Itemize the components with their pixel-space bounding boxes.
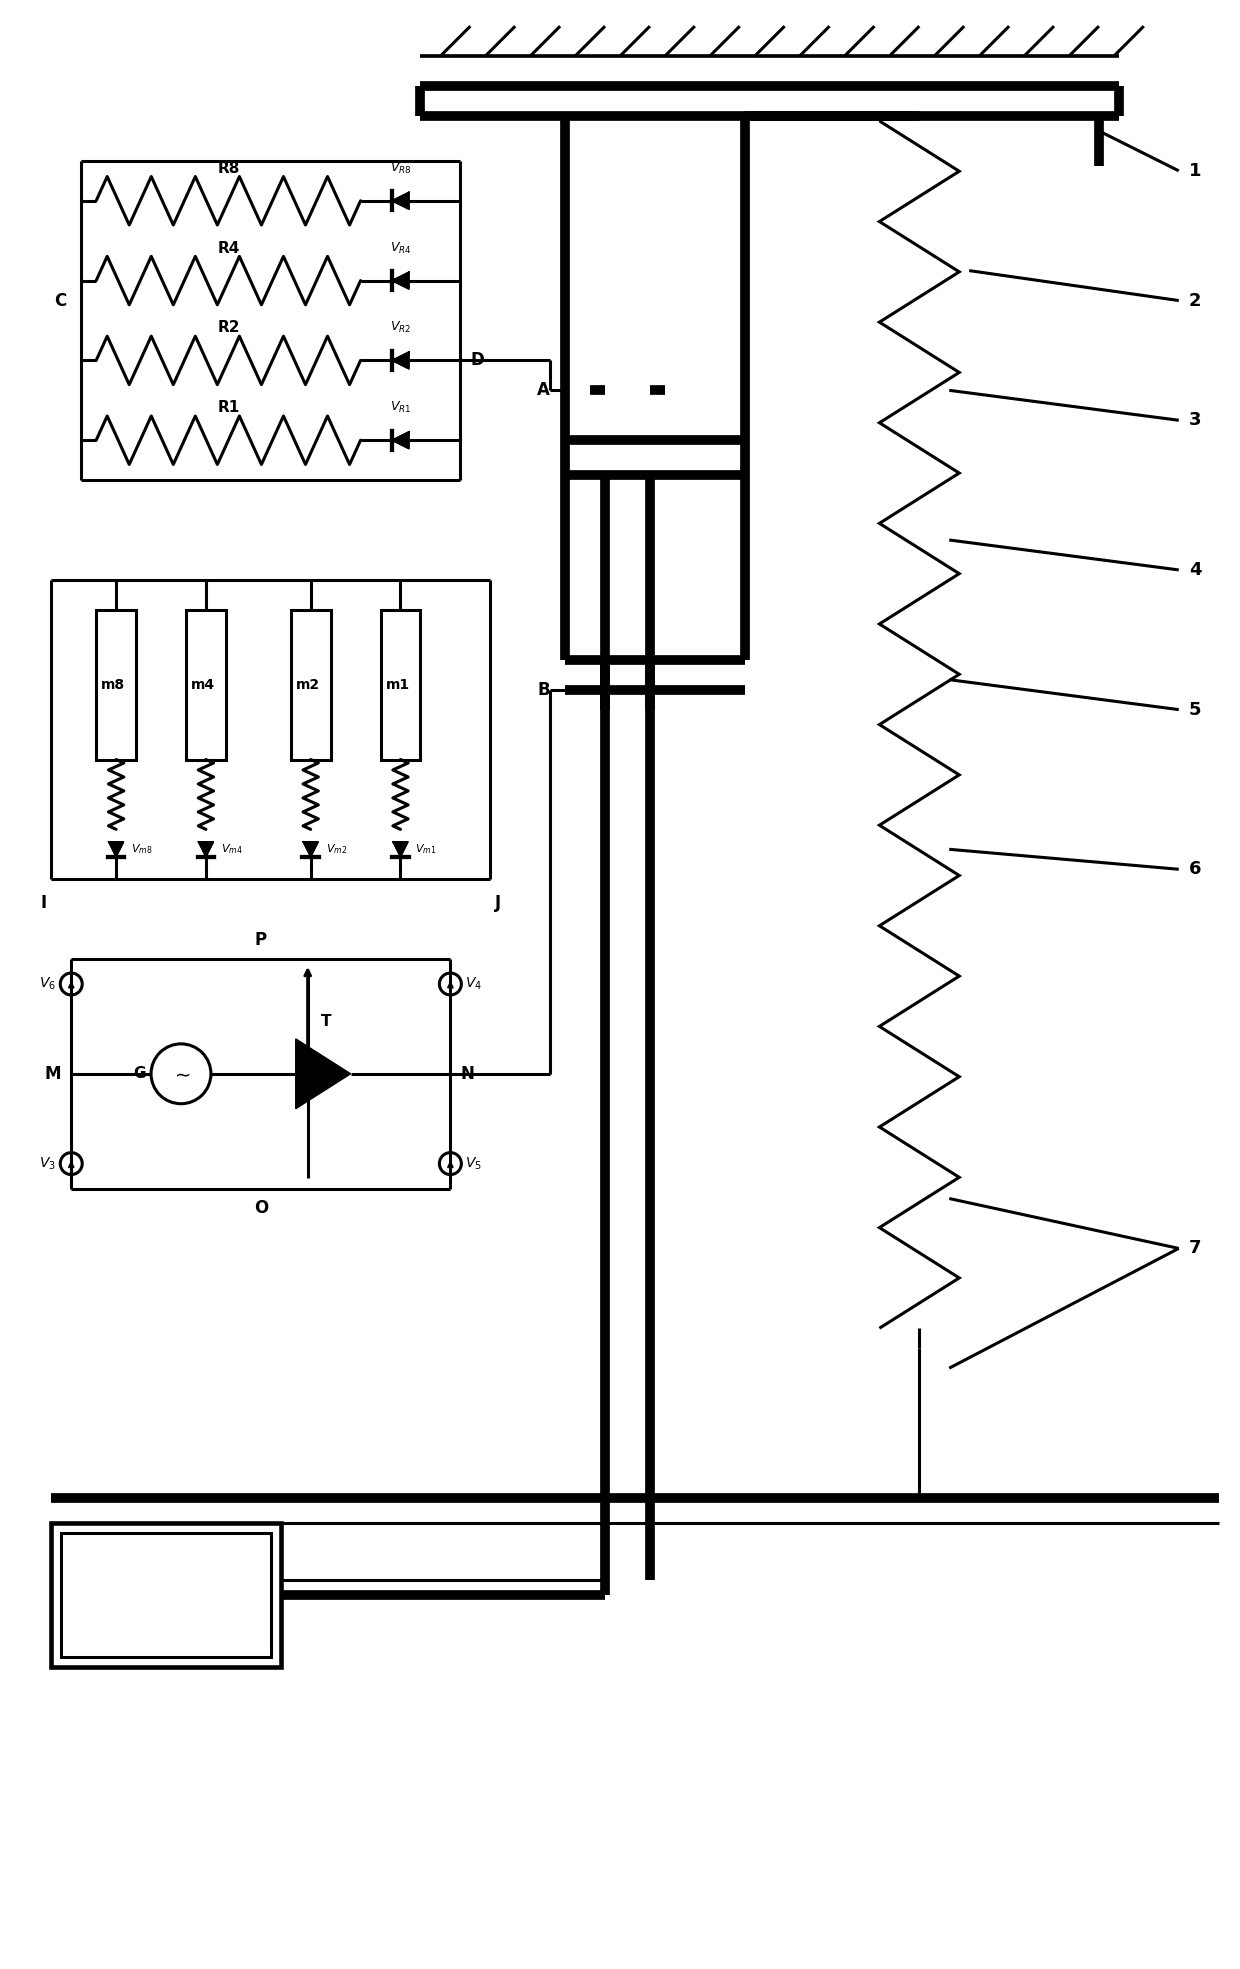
Text: $V_{R8}$: $V_{R8}$ xyxy=(389,161,412,175)
Text: I: I xyxy=(40,894,46,912)
Text: m8: m8 xyxy=(102,677,125,691)
Text: R8: R8 xyxy=(217,161,239,175)
Bar xyxy=(381,610,420,760)
FancyBboxPatch shape xyxy=(51,1522,280,1668)
Text: $V_4$: $V_4$ xyxy=(465,977,482,992)
Text: $V_3$: $V_3$ xyxy=(40,1156,56,1172)
Text: $V_6$: $V_6$ xyxy=(40,977,56,992)
Text: O: O xyxy=(254,1199,268,1217)
Polygon shape xyxy=(393,843,408,857)
Text: P: P xyxy=(254,931,267,949)
Text: J: J xyxy=(495,894,501,912)
Text: 3: 3 xyxy=(1189,412,1202,429)
Text: 4: 4 xyxy=(1189,561,1202,579)
Text: $V_{R2}$: $V_{R2}$ xyxy=(389,321,412,335)
Text: N: N xyxy=(460,1065,474,1083)
Text: R4: R4 xyxy=(217,240,239,256)
Text: T: T xyxy=(320,1014,331,1030)
Polygon shape xyxy=(392,193,409,209)
Text: $V_{R4}$: $V_{R4}$ xyxy=(389,240,412,256)
Text: 7: 7 xyxy=(1189,1239,1202,1258)
Text: R1: R1 xyxy=(217,400,239,415)
Text: $V_{R1}$: $V_{R1}$ xyxy=(389,400,412,415)
Polygon shape xyxy=(198,843,213,857)
Text: R2: R2 xyxy=(217,321,239,335)
Polygon shape xyxy=(295,1040,351,1109)
Text: 1: 1 xyxy=(1189,161,1202,179)
Text: M: M xyxy=(45,1065,61,1083)
Text: $V_{m4}$: $V_{m4}$ xyxy=(221,843,243,857)
Text: C: C xyxy=(55,291,66,309)
Text: B: B xyxy=(537,681,551,699)
Text: D: D xyxy=(470,350,484,370)
Bar xyxy=(186,610,226,760)
Text: G: G xyxy=(134,1067,146,1081)
Text: $\sim$: $\sim$ xyxy=(171,1065,191,1083)
Bar xyxy=(97,610,136,760)
Polygon shape xyxy=(109,843,124,857)
Text: 2: 2 xyxy=(1189,291,1202,309)
Text: 6: 6 xyxy=(1189,860,1202,878)
Polygon shape xyxy=(304,843,319,857)
Text: A: A xyxy=(537,382,551,400)
Text: m1: m1 xyxy=(386,677,409,691)
FancyBboxPatch shape xyxy=(61,1532,270,1658)
Bar xyxy=(290,610,331,760)
Polygon shape xyxy=(392,352,409,368)
Polygon shape xyxy=(392,272,409,289)
Text: $V_{m8}$: $V_{m8}$ xyxy=(131,843,153,857)
Polygon shape xyxy=(392,431,409,449)
Text: 5: 5 xyxy=(1189,701,1202,719)
Text: m4: m4 xyxy=(191,677,215,691)
Text: m2: m2 xyxy=(295,677,320,691)
Text: $V_{m2}$: $V_{m2}$ xyxy=(326,843,347,857)
Text: $V_{m1}$: $V_{m1}$ xyxy=(415,843,436,857)
Text: $V_5$: $V_5$ xyxy=(465,1156,482,1172)
